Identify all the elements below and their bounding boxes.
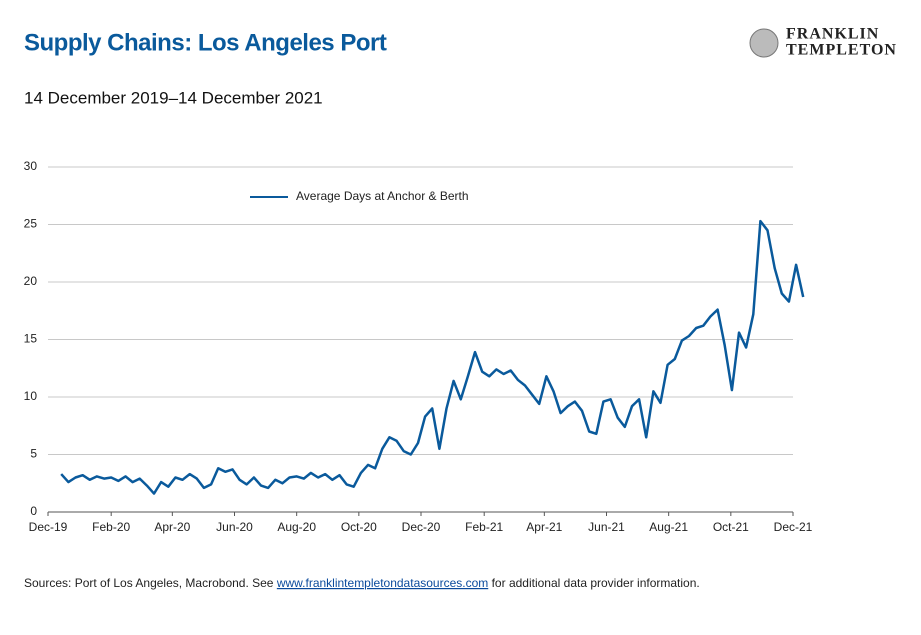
y-tick-label: 10 — [24, 389, 38, 403]
y-tick-label: 0 — [30, 504, 37, 518]
x-tick-label: Jun-20 — [216, 520, 253, 534]
y-tick-label: 30 — [24, 159, 38, 173]
footer-link[interactable]: www.franklintempletondatasources.com — [276, 576, 488, 590]
chart-title: Supply Chains: Los Angeles Port — [24, 29, 387, 56]
legend-label: Average Days at Anchor & Berth — [296, 189, 469, 203]
footer-text: for additional data provider information… — [488, 576, 699, 590]
brand-line: TEMPLETON — [786, 42, 897, 59]
x-tick-label: Feb-20 — [92, 520, 130, 534]
x-tick-label: Feb-21 — [465, 520, 503, 534]
x-tick-label: Oct-21 — [713, 520, 749, 534]
y-tick-label: 15 — [24, 332, 38, 346]
y-tick-label: 5 — [30, 447, 37, 461]
footer: Sources: Port of Los Angeles, Macrobond.… — [24, 576, 700, 590]
data-line — [60, 219, 805, 495]
brand-line: FRANKLIN — [786, 26, 879, 43]
x-tick-label: Aug-20 — [277, 520, 316, 534]
logo-icon — [749, 28, 779, 58]
y-tick-label: 20 — [24, 274, 38, 288]
footer-text: Sources: Port of Los Angeles, Macrobond.… — [24, 576, 277, 590]
x-tick-label: Jun-21 — [588, 520, 625, 534]
x-tick-label: Oct-20 — [341, 520, 377, 534]
chart-subtitle: 14 December 2019–14 December 2021 — [24, 88, 323, 107]
y-tick-label: 25 — [24, 217, 38, 231]
x-tick-label: Aug-21 — [649, 520, 688, 534]
x-tick-label: Dec-19 — [29, 520, 68, 534]
x-tick-label: Apr-21 — [526, 520, 562, 534]
x-tick-label: Apr-20 — [154, 520, 190, 534]
x-tick-label: Dec-21 — [774, 520, 813, 534]
x-tick-label: Dec-20 — [402, 520, 441, 534]
logo: FRANKLIN TEMPLETON — [749, 26, 897, 59]
